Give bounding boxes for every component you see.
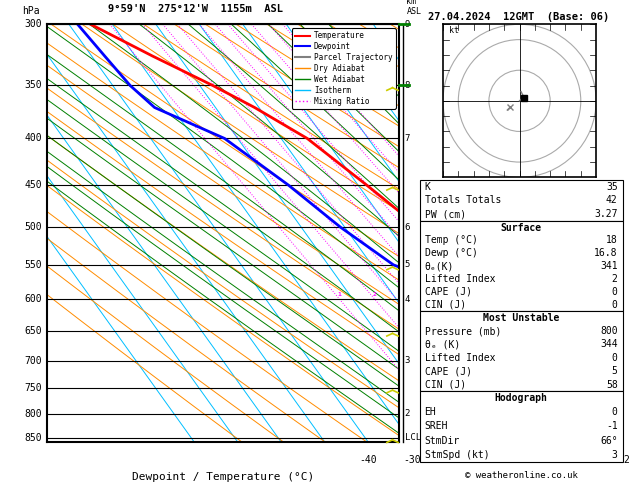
Text: CAPE (J): CAPE (J): [425, 287, 472, 297]
Text: 20: 20: [623, 455, 629, 465]
Text: kt: kt: [449, 26, 459, 35]
Text: 650: 650: [25, 326, 42, 336]
Text: θₑ (K): θₑ (K): [425, 339, 460, 349]
Text: 6: 6: [404, 223, 410, 231]
Text: EH: EH: [425, 407, 437, 417]
Text: 9°59'N  275°12'W  1155m  ASL: 9°59'N 275°12'W 1155m ASL: [108, 4, 282, 14]
Text: 750: 750: [25, 383, 42, 393]
Text: Most Unstable: Most Unstable: [483, 312, 559, 323]
Text: 35: 35: [606, 182, 618, 191]
Text: 2: 2: [612, 274, 618, 284]
Text: 0: 0: [612, 407, 618, 417]
Text: 66°: 66°: [600, 435, 618, 446]
Text: CAPE (J): CAPE (J): [425, 366, 472, 376]
Text: 5: 5: [404, 260, 410, 269]
Text: 2: 2: [373, 292, 377, 297]
Text: 400: 400: [25, 134, 42, 143]
Text: 0: 0: [539, 455, 545, 465]
Text: -10: -10: [490, 455, 508, 465]
Text: 450: 450: [25, 180, 42, 190]
Text: θₑ(K): θₑ(K): [425, 261, 454, 271]
Text: 7: 7: [404, 134, 410, 143]
Text: Dewp (°C): Dewp (°C): [425, 248, 477, 258]
Text: K: K: [425, 182, 430, 191]
Text: 3: 3: [612, 450, 618, 460]
Text: -40: -40: [360, 455, 377, 465]
Legend: Temperature, Dewpoint, Parcel Trajectory, Dry Adiabat, Wet Adiabat, Isotherm, Mi: Temperature, Dewpoint, Parcel Trajectory…: [292, 28, 396, 109]
Text: 2: 2: [404, 409, 410, 418]
Text: 550: 550: [25, 260, 42, 270]
Text: LCL: LCL: [404, 433, 421, 442]
Text: 0: 0: [612, 287, 618, 297]
Text: 42: 42: [606, 195, 618, 206]
Text: km
ASL: km ASL: [406, 0, 421, 16]
Text: Temp (°C): Temp (°C): [425, 235, 477, 245]
Text: -30: -30: [403, 455, 421, 465]
Text: CIN (J): CIN (J): [425, 299, 465, 310]
Text: 9: 9: [404, 20, 410, 29]
Text: 10: 10: [580, 455, 592, 465]
Text: 600: 600: [25, 295, 42, 304]
Text: SREH: SREH: [425, 421, 448, 432]
Text: hPa: hPa: [23, 6, 40, 16]
Text: StmDir: StmDir: [425, 435, 460, 446]
Text: PW (cm): PW (cm): [425, 209, 465, 219]
Text: 800: 800: [600, 326, 618, 336]
Text: 850: 850: [25, 433, 42, 443]
Text: 800: 800: [25, 409, 42, 418]
Text: 0: 0: [612, 353, 618, 363]
Text: Lifted Index: Lifted Index: [425, 353, 495, 363]
Text: CIN (J): CIN (J): [425, 380, 465, 390]
Text: Totals Totals: Totals Totals: [425, 195, 501, 206]
Text: Surface: Surface: [501, 223, 542, 233]
Text: 344: 344: [600, 339, 618, 349]
Text: 341: 341: [600, 261, 618, 271]
Text: 300: 300: [25, 19, 42, 29]
Text: Pressure (mb): Pressure (mb): [425, 326, 501, 336]
Text: 58: 58: [606, 380, 618, 390]
Text: 27.04.2024  12GMT  (Base: 06): 27.04.2024 12GMT (Base: 06): [428, 12, 610, 22]
Text: 16.8: 16.8: [594, 248, 618, 258]
Text: -1: -1: [606, 421, 618, 432]
Text: -20: -20: [447, 455, 464, 465]
Text: Mixing Ratio (g/kg): Mixing Ratio (g/kg): [437, 186, 446, 281]
Text: StmSpd (kt): StmSpd (kt): [425, 450, 489, 460]
Text: Hodograph: Hodograph: [494, 393, 548, 403]
Text: 8: 8: [404, 81, 410, 90]
Text: 5: 5: [612, 366, 618, 376]
Text: 700: 700: [25, 356, 42, 365]
Text: 0: 0: [612, 299, 618, 310]
Text: © weatheronline.co.uk: © weatheronline.co.uk: [465, 471, 577, 480]
Text: 4: 4: [404, 295, 410, 304]
Text: 18: 18: [606, 235, 618, 245]
Text: Dewpoint / Temperature (°C): Dewpoint / Temperature (°C): [132, 471, 314, 482]
Text: 3.27: 3.27: [594, 209, 618, 219]
Text: Lifted Index: Lifted Index: [425, 274, 495, 284]
Text: 1: 1: [338, 292, 342, 297]
Text: 3: 3: [404, 356, 410, 365]
Text: 350: 350: [25, 81, 42, 90]
Text: 500: 500: [25, 222, 42, 232]
